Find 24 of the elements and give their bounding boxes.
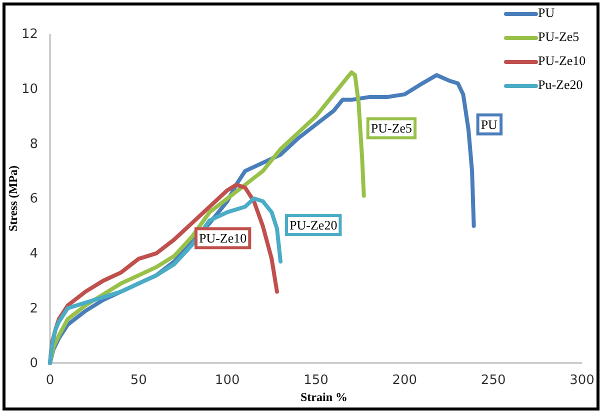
x-tick-label: 0 bbox=[46, 373, 54, 388]
legend-label: PU-Ze5 bbox=[538, 28, 580, 44]
x-tick-label: 250 bbox=[480, 373, 506, 388]
y-tick-label: 12 bbox=[21, 27, 38, 42]
y-tick-label: 8 bbox=[30, 136, 38, 152]
x-tick-label: 150 bbox=[304, 373, 328, 388]
legend-label: Pu-Ze20 bbox=[538, 76, 583, 92]
y-tick-label: 10 bbox=[21, 82, 38, 97]
x-tick-label: 50 bbox=[130, 373, 147, 388]
x-tick-label: 300 bbox=[570, 373, 594, 388]
annotation: PU-Ze5 bbox=[370, 120, 412, 136]
x-tick-label: 200 bbox=[392, 373, 418, 388]
annotation: PU-Ze20 bbox=[290, 218, 338, 233]
annotation: PU-Ze10 bbox=[198, 230, 247, 246]
y-axis-title: Stress (MPa) bbox=[6, 165, 20, 232]
legend-label: PU bbox=[538, 4, 556, 20]
annotation: PU bbox=[480, 116, 498, 132]
y-tick-label: 0 bbox=[30, 356, 38, 372]
y-tick-label: 2 bbox=[30, 301, 38, 316]
y-tick-label: 4 bbox=[30, 246, 38, 262]
y-tick-label: 6 bbox=[30, 192, 38, 207]
x-tick-label: 100 bbox=[214, 373, 240, 388]
legend-label: PU-Ze10 bbox=[538, 52, 586, 68]
x-axis-title: Strain % bbox=[300, 390, 348, 404]
